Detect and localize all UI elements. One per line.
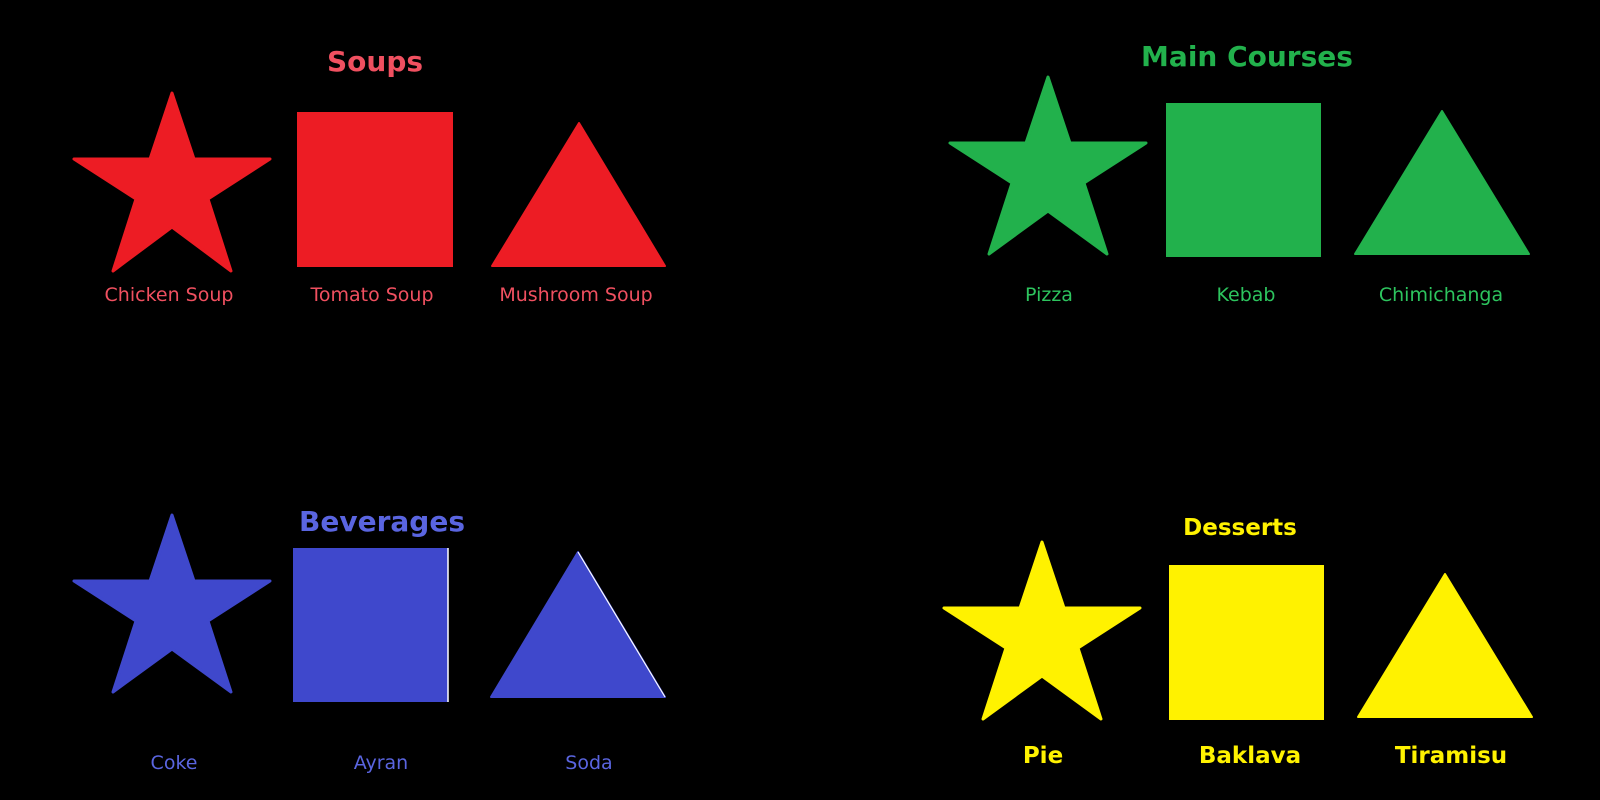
square-icon [1166,103,1321,257]
kebab-shape[interactable] [1166,103,1321,257]
coke-shape[interactable] [72,513,272,694]
star-icon [72,91,272,273]
square-icon [297,112,453,267]
soda-shape[interactable] [490,551,666,698]
item-label-pie: Pie [1022,743,1064,769]
ayran-shape[interactable] [293,548,449,702]
item-label-kebab: Kebab [1216,284,1276,306]
triangle-icon [1354,110,1530,255]
mushroom-soup-shape[interactable] [491,122,666,267]
star-icon [72,513,272,694]
tiramisu-shape[interactable] [1357,573,1533,718]
item-label-chicken-soup: Chicken Soup [104,284,234,306]
main-courses-title: Main Courses [1141,40,1353,73]
item-label-pizza: Pizza [1025,284,1073,306]
item-label-chimichanga: Chimichanga [1378,284,1504,306]
triangle-icon [1357,573,1533,718]
star-icon [942,540,1142,721]
chimichanga-shape[interactable] [1354,110,1530,255]
item-label-soda: Soda [565,752,613,774]
triangle-icon [491,122,666,267]
baklava-shape[interactable] [1169,565,1324,720]
soups-title: Soups [326,45,424,78]
chicken-soup-shape[interactable] [72,91,272,273]
tomato-soup-shape[interactable] [297,112,453,267]
item-label-mushroom-soup: Mushroom Soup [499,284,653,306]
beverages-title: Beverages [299,505,465,538]
square-icon [293,548,449,702]
square-icon [1169,565,1324,720]
triangle-icon [490,551,666,698]
item-label-baklava: Baklava [1198,743,1302,769]
desserts-title: Desserts [1183,515,1297,541]
item-label-ayran: Ayran [353,752,409,774]
star-icon [948,75,1148,256]
pie-shape[interactable] [942,540,1142,721]
item-label-coke: Coke [150,752,198,774]
item-label-tiramisu: Tiramisu [1394,743,1508,769]
pizza-shape[interactable] [948,75,1148,256]
item-label-tomato-soup: Tomato Soup [310,284,434,306]
